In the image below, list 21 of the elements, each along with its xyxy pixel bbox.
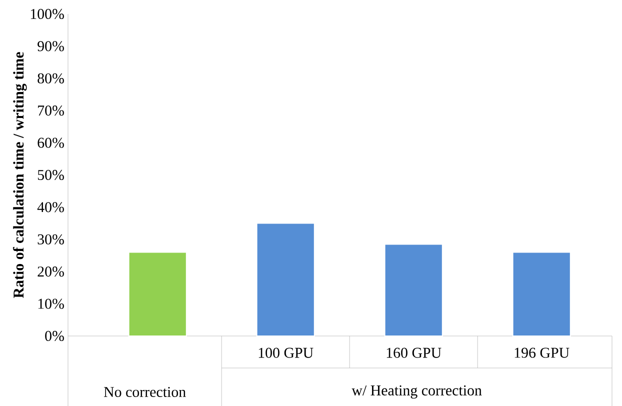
y-tick-label: 100% — [30, 8, 64, 19]
y-tick-label: 70% — [38, 105, 64, 116]
bar — [512, 252, 571, 336]
text: w/ Heating correction — [352, 385, 482, 398]
bar — [128, 252, 187, 336]
bar — [256, 222, 315, 336]
y-tick-label: 20% — [38, 266, 64, 277]
y-axis-title: Ratio of calculation time / writing time — [12, 52, 27, 298]
x-tick-label: 160 GPU — [386, 348, 442, 358]
y-tick-label: 0% — [45, 330, 64, 341]
text: No correction — [104, 386, 186, 397]
y-tick-label: 30% — [38, 234, 64, 244]
x-tick-label: 100 GPU — [258, 348, 314, 358]
y-tick-label: 40% — [37, 202, 64, 212]
y-tick-label: 60% — [38, 138, 64, 148]
x-tick-label: 196 GPU — [514, 348, 570, 358]
y-tick-label: 50% — [38, 170, 64, 180]
y-tick-label: 10% — [38, 298, 64, 309]
bar — [384, 244, 443, 336]
y-tick-label: 90% — [38, 41, 64, 52]
y-tick-label: 80% — [38, 73, 64, 84]
